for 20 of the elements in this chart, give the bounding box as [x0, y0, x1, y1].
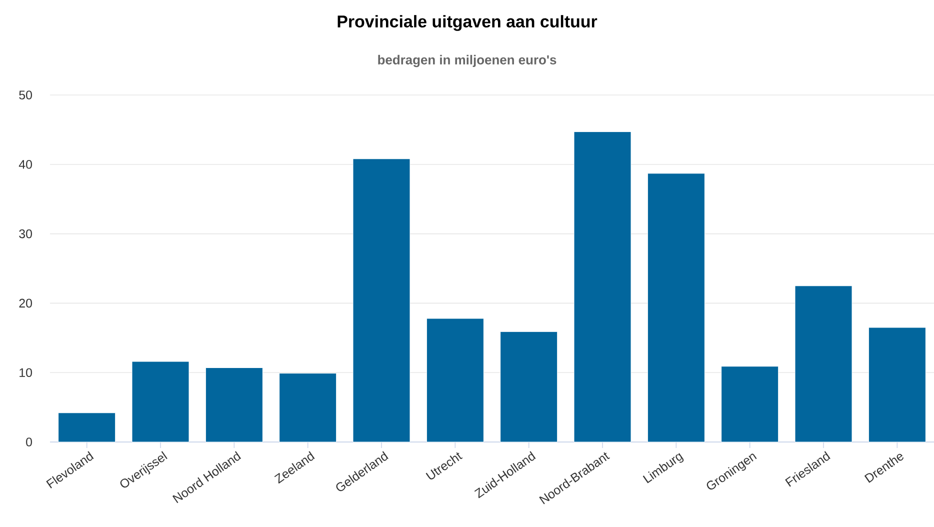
chart-subtitle: bedragen in miljoenen euro's — [378, 54, 556, 68]
bar — [58, 412, 116, 442]
y-tick-label: 0 — [26, 438, 32, 446]
bar — [205, 367, 263, 442]
bar — [868, 327, 926, 442]
bar — [132, 361, 190, 442]
bar — [352, 158, 410, 442]
bar — [279, 373, 337, 442]
y-tick-label: 50 — [19, 90, 32, 100]
bar — [426, 318, 484, 442]
y-tick-label: 10 — [20, 368, 32, 378]
y-tick-label: 40 — [18, 160, 32, 169]
bar — [647, 173, 705, 442]
chart-title: Provinciale uitgaven aan cultuur — [338, 15, 598, 31]
bar — [721, 366, 779, 442]
bar — [794, 286, 852, 442]
y-tick-label: 20 — [19, 298, 32, 308]
bar — [500, 331, 558, 442]
bar — [574, 132, 632, 442]
y-tick-label: 30 — [19, 229, 32, 238]
